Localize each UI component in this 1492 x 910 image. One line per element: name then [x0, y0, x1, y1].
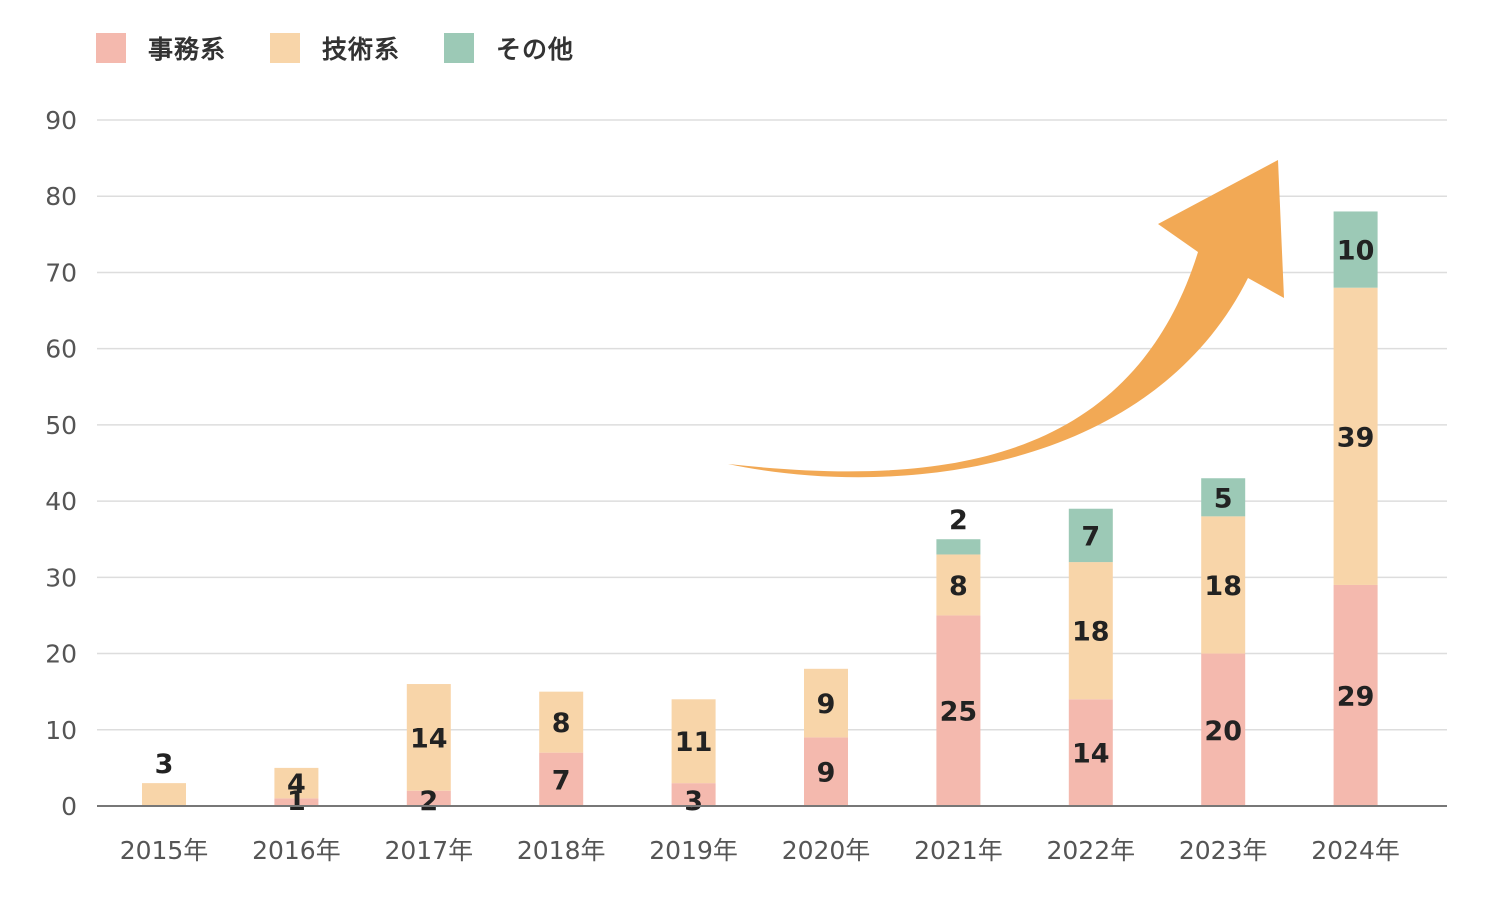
y-tick-label: 70 [45, 258, 77, 287]
legend-swatch-office [96, 33, 126, 63]
data-label: 11 [675, 727, 713, 758]
y-tick-label: 40 [45, 487, 77, 516]
bar-segment [1201, 516, 1246, 654]
data-label: 18 [1072, 617, 1110, 648]
data-label: 7 [552, 765, 571, 796]
bar-segment [1068, 508, 1113, 563]
y-tick-label: 90 [45, 106, 77, 135]
bar-segment [1201, 478, 1246, 517]
data-label: 9 [817, 758, 836, 789]
bar-segment [936, 539, 981, 555]
data-label: 3 [684, 786, 703, 817]
x-tick-label: 2019年 [649, 836, 738, 865]
data-label: 2 [419, 786, 438, 817]
y-tick-label: 80 [45, 182, 77, 211]
bar-segment [406, 790, 451, 806]
bar-segment [936, 615, 981, 806]
x-tick-label: 2023年 [1179, 836, 1268, 865]
bar-segment [671, 699, 716, 784]
data-label: 4 [287, 769, 306, 800]
data-label: 2 [949, 505, 968, 536]
x-tick-label: 2016年 [252, 836, 341, 865]
data-label: 10 [1337, 236, 1375, 267]
bar-segment [1068, 562, 1113, 700]
bar-segment [274, 767, 319, 799]
bar-segment [274, 798, 319, 806]
bar-segment [1333, 584, 1378, 806]
bar-segment [1068, 699, 1113, 806]
y-tick-label: 0 [61, 792, 77, 821]
y-axis-ticks: 0 10 20 30 40 50 60 70 80 90 [45, 106, 77, 821]
legend: 事務系 技術系 その他 [96, 30, 618, 66]
legend-label-office: 事務系 [148, 35, 227, 64]
bar-segment [539, 691, 584, 753]
bar-segment [671, 783, 716, 806]
data-label: 8 [949, 571, 968, 602]
bar-segment [936, 554, 981, 616]
y-tick-label: 20 [45, 640, 77, 669]
data-label: 3 [155, 749, 174, 780]
bar-segment [406, 684, 451, 791]
bar-segment [1201, 653, 1246, 806]
legend-swatch-technical [270, 33, 301, 63]
bar-segment [539, 752, 584, 806]
data-label: 1 [287, 786, 306, 817]
data-label: 14 [410, 723, 448, 754]
data-labels: 3 14 2 14 7 8 3 11 9 9 25 8 2 14 18 7 20 18 5 29 39 10 [155, 236, 1375, 817]
bar-segment [804, 668, 848, 738]
bar-segment [804, 737, 848, 806]
legend-item-other: その他 [444, 30, 574, 66]
data-label: 8 [552, 708, 571, 739]
x-tick-label: 2021年 [914, 836, 1003, 865]
data-label: 29 [1337, 681, 1375, 712]
x-tick-label: 2015年 [120, 836, 209, 865]
legend-item-technical: 技術系 [270, 30, 400, 66]
y-tick-label: 30 [45, 563, 77, 592]
data-label: 20 [1204, 716, 1242, 747]
data-label: 5 [1214, 483, 1233, 514]
data-label: 39 [1337, 422, 1375, 453]
x-axis-ticks: 2015年 2016年 2017年 2018年 2019年 2020年 2021年 2022年… [120, 836, 1400, 865]
data-label: 7 [1081, 521, 1100, 552]
x-tick-label: 2020年 [782, 836, 871, 865]
bar-segment [142, 783, 186, 806]
bars [142, 211, 1378, 806]
y-tick-label: 10 [45, 716, 77, 745]
data-label: 25 [940, 697, 978, 728]
y-tick-label: 50 [45, 411, 77, 440]
x-tick-label: 2018年 [517, 836, 606, 865]
bar-segment [1333, 211, 1378, 288]
legend-item-office: 事務系 [96, 30, 226, 66]
legend-label-technical: 技術系 [322, 35, 401, 64]
x-tick-label: 2017年 [384, 836, 473, 865]
y-tick-label: 60 [45, 335, 77, 364]
data-label: 14 [1072, 739, 1110, 770]
growth-arrow-icon [728, 160, 1284, 478]
data-label: 9 [817, 689, 836, 720]
x-tick-label: 2022年 [1046, 836, 1135, 865]
legend-swatch-other [444, 33, 475, 63]
bar-segment [1333, 287, 1378, 585]
data-label: 18 [1204, 571, 1242, 602]
legend-label-other: その他 [496, 35, 575, 64]
x-tick-label: 2024年 [1311, 836, 1400, 865]
